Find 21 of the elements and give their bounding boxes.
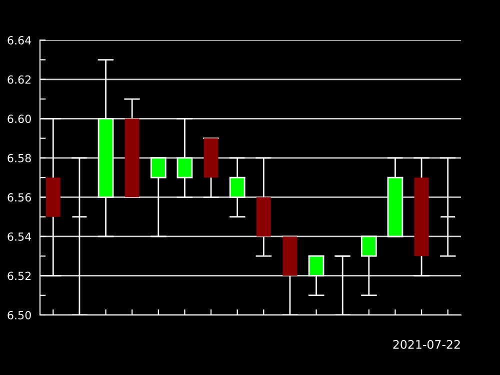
candlestick [229,157,246,218]
y-tick-label: 6.64 [8,36,32,45]
candlestick [440,157,456,257]
candlestick [308,255,324,296]
candlestick [124,98,140,198]
candlestick [256,157,272,257]
y-tick-label: 6.52 [8,272,31,280]
candlestick [360,236,377,296]
candlestick [414,157,430,276]
text: 2021-07-22 [393,340,460,349]
y-tick-label: 6.54 [8,232,32,241]
y-tick-label: 6.56 [8,193,31,202]
y-tick-label: 6.60 [8,114,31,124]
y-tick-label: 6.62 [8,75,31,84]
candlestick [176,118,193,198]
candlestick [98,59,114,238]
candlestick [150,157,166,238]
candlestick [387,157,404,238]
candlestick [203,138,219,198]
y-tick-label: 6.50 [8,310,31,320]
y-tick-label: 6.58 [8,154,31,162]
